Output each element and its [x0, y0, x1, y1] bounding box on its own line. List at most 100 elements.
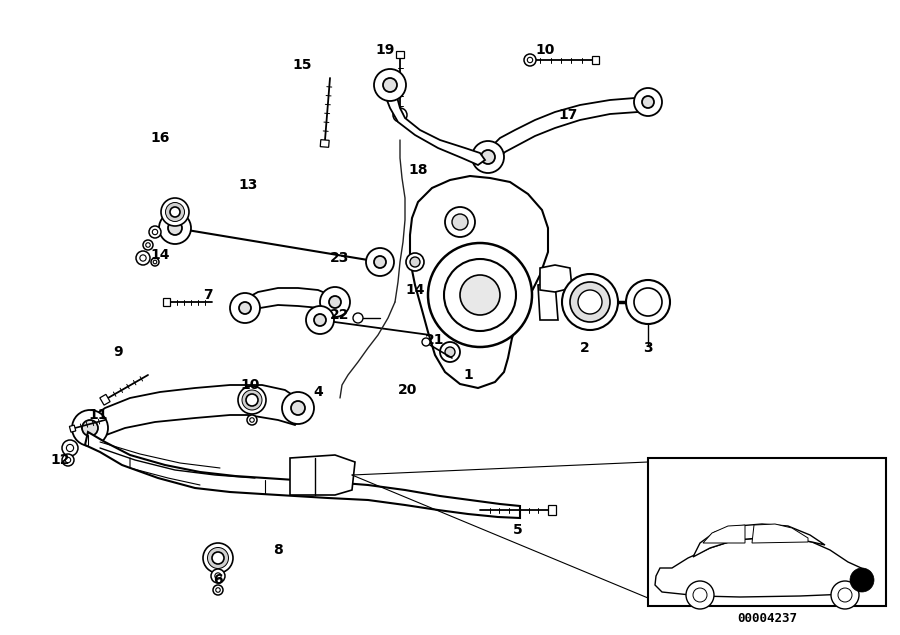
- Circle shape: [282, 392, 314, 424]
- Circle shape: [562, 274, 618, 330]
- Text: 17: 17: [558, 108, 578, 122]
- Circle shape: [626, 280, 670, 324]
- Circle shape: [62, 454, 74, 466]
- Text: 10: 10: [240, 378, 260, 392]
- Polygon shape: [548, 505, 556, 515]
- Circle shape: [67, 444, 74, 451]
- Circle shape: [152, 229, 158, 235]
- Circle shape: [366, 248, 394, 276]
- Text: 16: 16: [150, 131, 170, 145]
- Circle shape: [136, 251, 150, 265]
- Circle shape: [168, 221, 182, 235]
- Polygon shape: [396, 51, 404, 58]
- Circle shape: [422, 338, 430, 346]
- Circle shape: [143, 240, 153, 250]
- Circle shape: [216, 588, 220, 592]
- Circle shape: [397, 112, 403, 118]
- Circle shape: [452, 214, 468, 230]
- Circle shape: [524, 54, 536, 66]
- Circle shape: [686, 581, 714, 609]
- Text: 6: 6: [213, 573, 223, 587]
- Text: 4: 4: [313, 385, 323, 399]
- Text: 7: 7: [203, 288, 212, 302]
- Circle shape: [72, 410, 108, 446]
- Circle shape: [481, 150, 495, 164]
- Text: 14: 14: [405, 283, 425, 297]
- Polygon shape: [592, 56, 599, 64]
- Circle shape: [527, 57, 533, 63]
- Text: 14: 14: [150, 248, 170, 262]
- Text: 8: 8: [273, 543, 283, 557]
- Circle shape: [329, 296, 341, 308]
- Text: 15: 15: [292, 58, 311, 72]
- Circle shape: [634, 288, 662, 316]
- Polygon shape: [752, 524, 808, 543]
- Polygon shape: [85, 385, 302, 438]
- Circle shape: [66, 457, 71, 463]
- Polygon shape: [238, 288, 338, 315]
- Text: 2: 2: [580, 341, 590, 355]
- Circle shape: [445, 207, 475, 237]
- Polygon shape: [290, 455, 355, 495]
- Circle shape: [428, 243, 532, 347]
- Text: 12: 12: [50, 453, 70, 467]
- Circle shape: [203, 543, 233, 573]
- Polygon shape: [320, 140, 329, 147]
- Circle shape: [831, 581, 859, 609]
- Polygon shape: [540, 265, 572, 292]
- Circle shape: [444, 259, 516, 331]
- Circle shape: [153, 260, 157, 264]
- Text: 18: 18: [409, 163, 428, 177]
- Polygon shape: [163, 298, 170, 306]
- Circle shape: [166, 203, 184, 222]
- Circle shape: [291, 401, 305, 415]
- Text: 13: 13: [238, 178, 257, 192]
- Circle shape: [440, 342, 460, 362]
- Circle shape: [374, 256, 386, 268]
- Circle shape: [578, 290, 602, 314]
- Text: 19: 19: [375, 43, 395, 57]
- Polygon shape: [69, 425, 76, 432]
- Circle shape: [213, 585, 223, 595]
- Text: 3: 3: [644, 341, 652, 355]
- Circle shape: [238, 386, 266, 414]
- Circle shape: [82, 420, 98, 436]
- Circle shape: [642, 96, 654, 108]
- Circle shape: [445, 347, 455, 357]
- Polygon shape: [410, 176, 548, 388]
- Circle shape: [247, 415, 257, 425]
- Polygon shape: [100, 394, 110, 405]
- Circle shape: [161, 198, 189, 226]
- Polygon shape: [693, 524, 825, 557]
- Circle shape: [211, 569, 225, 583]
- Circle shape: [410, 257, 420, 267]
- Circle shape: [170, 207, 180, 217]
- Circle shape: [149, 226, 161, 238]
- Circle shape: [62, 440, 78, 456]
- Circle shape: [850, 568, 874, 592]
- Circle shape: [140, 255, 146, 261]
- Text: 00004237: 00004237: [737, 612, 797, 624]
- Polygon shape: [538, 282, 558, 320]
- Circle shape: [306, 306, 334, 334]
- Polygon shape: [383, 80, 485, 165]
- Polygon shape: [655, 538, 872, 597]
- Circle shape: [693, 588, 707, 602]
- Circle shape: [449, 187, 475, 213]
- Circle shape: [444, 182, 480, 218]
- Text: 9: 9: [113, 345, 122, 359]
- Text: 20: 20: [399, 383, 418, 397]
- Polygon shape: [703, 525, 745, 543]
- Polygon shape: [85, 432, 520, 518]
- Polygon shape: [482, 96, 655, 168]
- Bar: [648, 458, 886, 606]
- Circle shape: [460, 275, 500, 315]
- Circle shape: [634, 88, 662, 116]
- Text: 23: 23: [330, 251, 350, 265]
- Text: 5: 5: [513, 523, 523, 537]
- Circle shape: [215, 573, 221, 579]
- Circle shape: [246, 394, 258, 406]
- Text: 11: 11: [88, 408, 108, 422]
- Circle shape: [393, 108, 407, 122]
- Circle shape: [570, 282, 610, 322]
